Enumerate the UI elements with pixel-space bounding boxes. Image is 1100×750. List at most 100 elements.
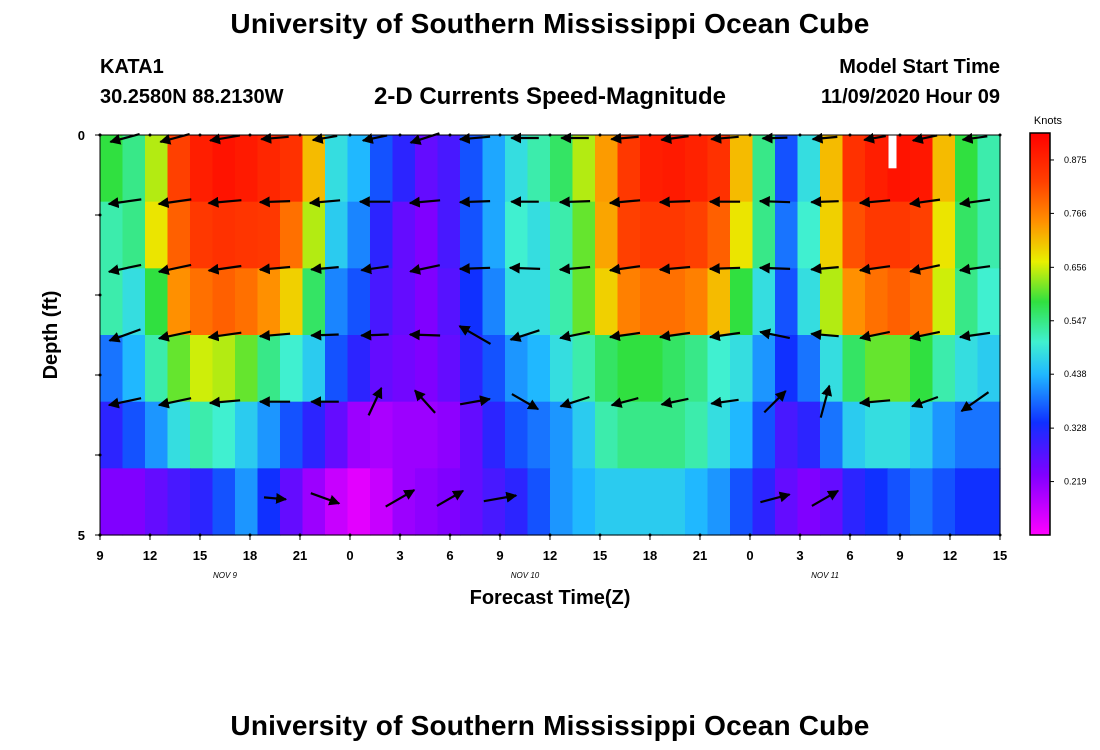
current-vector xyxy=(157,197,192,209)
current-vector xyxy=(508,262,541,274)
heatmap-cell xyxy=(932,268,956,336)
current-vector xyxy=(863,132,886,144)
heatmap-cell xyxy=(145,335,169,403)
heatmap-cell xyxy=(685,135,709,203)
x-tick-dot xyxy=(648,533,652,537)
current-vector xyxy=(207,330,242,342)
current-vector xyxy=(658,196,691,208)
current-vector xyxy=(810,196,839,208)
heatmap-cell xyxy=(347,335,371,403)
heatmap-cell xyxy=(932,401,956,469)
current-vector xyxy=(408,196,441,208)
heatmap-cell xyxy=(550,201,574,269)
current-vector xyxy=(958,263,991,275)
current-vector xyxy=(958,330,991,342)
x-top-dot xyxy=(398,133,402,137)
current-vector xyxy=(811,132,838,144)
x-top-dot xyxy=(948,133,952,137)
heatmap-cell xyxy=(100,201,124,269)
current-vector xyxy=(107,397,142,409)
heatmap-cell xyxy=(977,201,1001,269)
x-top-dot xyxy=(348,133,352,137)
current-vector xyxy=(308,196,341,208)
heatmap-cell xyxy=(505,401,529,469)
heatmap-cell xyxy=(100,135,124,203)
current-vector xyxy=(511,393,540,411)
heatmap-cell xyxy=(797,401,821,469)
heatmap-cell xyxy=(662,268,686,336)
heatmap-cell xyxy=(280,335,304,403)
colorbar: Knots 0.875 0.766 0.656 0.547 0.438 0.328 0.21… xyxy=(1029,115,1087,536)
heatmap-cell xyxy=(302,335,326,403)
heatmap-cell xyxy=(550,335,574,403)
current-vector xyxy=(608,196,641,208)
current-vector xyxy=(859,330,891,342)
heatmap-cell xyxy=(797,268,821,336)
heatmap-cell xyxy=(685,268,709,336)
heatmap-cell xyxy=(212,335,236,403)
heatmap-cell xyxy=(460,268,484,336)
heatmap-cell xyxy=(707,401,731,469)
heatmap-cell xyxy=(910,201,934,269)
heatmap-cell xyxy=(482,135,506,203)
current-vector xyxy=(310,492,341,506)
heatmap-cell xyxy=(347,268,371,336)
heatmap-cell xyxy=(617,335,641,403)
colorbar-tick-label: 0.547 xyxy=(1064,316,1087,326)
heatmap-cell xyxy=(662,468,686,536)
current-vector xyxy=(409,264,441,275)
heatmap-cell xyxy=(865,135,889,203)
heatmap-cell xyxy=(100,468,124,536)
heatmap-cell xyxy=(887,468,911,536)
heatmap-cell xyxy=(910,468,934,536)
x-tick-label: 18 xyxy=(643,548,657,563)
heatmap-cell xyxy=(190,401,214,469)
x-day-label: NOV 9 xyxy=(213,571,238,580)
heatmap-cell xyxy=(640,401,664,469)
heatmap-cell xyxy=(437,201,461,269)
heatmap-cell xyxy=(977,268,1001,336)
heatmap-cell xyxy=(190,201,214,269)
x-top-dot xyxy=(98,133,102,137)
heatmap-cell xyxy=(977,468,1001,536)
current-vector xyxy=(710,132,739,144)
heatmap-cell xyxy=(752,335,776,403)
heatmap-cell xyxy=(325,268,349,336)
heatmap-cell xyxy=(415,468,439,536)
heatmap-cell xyxy=(707,268,731,336)
x-top-dot xyxy=(898,133,902,137)
x-tick-dot xyxy=(698,533,702,537)
heatmap-cell xyxy=(595,401,619,469)
colorbar-tick-label: 0.656 xyxy=(1064,262,1087,272)
heatmap-cell xyxy=(617,268,641,336)
heatmap-cell xyxy=(572,401,596,469)
current-vector xyxy=(157,330,192,342)
x-tick-label: 12 xyxy=(543,548,557,563)
heatmap-cell xyxy=(730,335,754,403)
heatmap-cell xyxy=(910,401,934,469)
current-vector xyxy=(260,132,289,144)
heatmap-cell xyxy=(212,135,236,203)
heatmap-cell xyxy=(842,268,866,336)
heatmap-cell xyxy=(640,335,664,403)
heatmap-cell xyxy=(145,401,169,469)
current-vector xyxy=(559,395,590,409)
current-vector xyxy=(414,389,436,414)
heatmap-cell xyxy=(370,401,394,469)
heatmap-cell xyxy=(527,335,551,403)
heatmap-cell xyxy=(392,268,416,336)
heatmap-cell xyxy=(482,268,506,336)
heatmap-cell xyxy=(122,201,146,269)
heatmap-cell xyxy=(595,135,619,203)
heatmap-cell xyxy=(820,468,844,536)
current-vector xyxy=(758,195,791,207)
current-vector xyxy=(958,196,991,208)
current-vector xyxy=(610,397,639,408)
current-vector xyxy=(458,263,491,275)
heatmap-cell xyxy=(685,335,709,403)
heatmap-cell xyxy=(910,335,934,403)
x-top-dot xyxy=(248,133,252,137)
heatmap-cell xyxy=(617,468,641,536)
heatmap-cell xyxy=(460,135,484,203)
